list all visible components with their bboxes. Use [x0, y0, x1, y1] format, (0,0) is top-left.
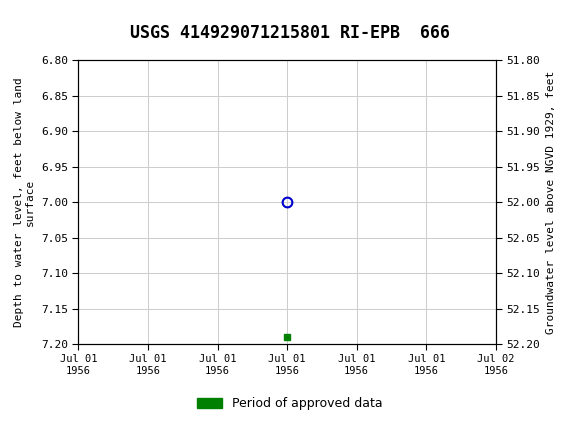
Legend: Period of approved data: Period of approved data [192, 392, 388, 415]
Y-axis label: Groundwater level above NGVD 1929, feet: Groundwater level above NGVD 1929, feet [546, 71, 556, 334]
Text: USGS 414929071215801 RI-EPB  666: USGS 414929071215801 RI-EPB 666 [130, 24, 450, 42]
Text: ≈USGS: ≈USGS [9, 6, 63, 25]
Y-axis label: Depth to water level, feet below land
surface: Depth to water level, feet below land su… [14, 77, 35, 327]
